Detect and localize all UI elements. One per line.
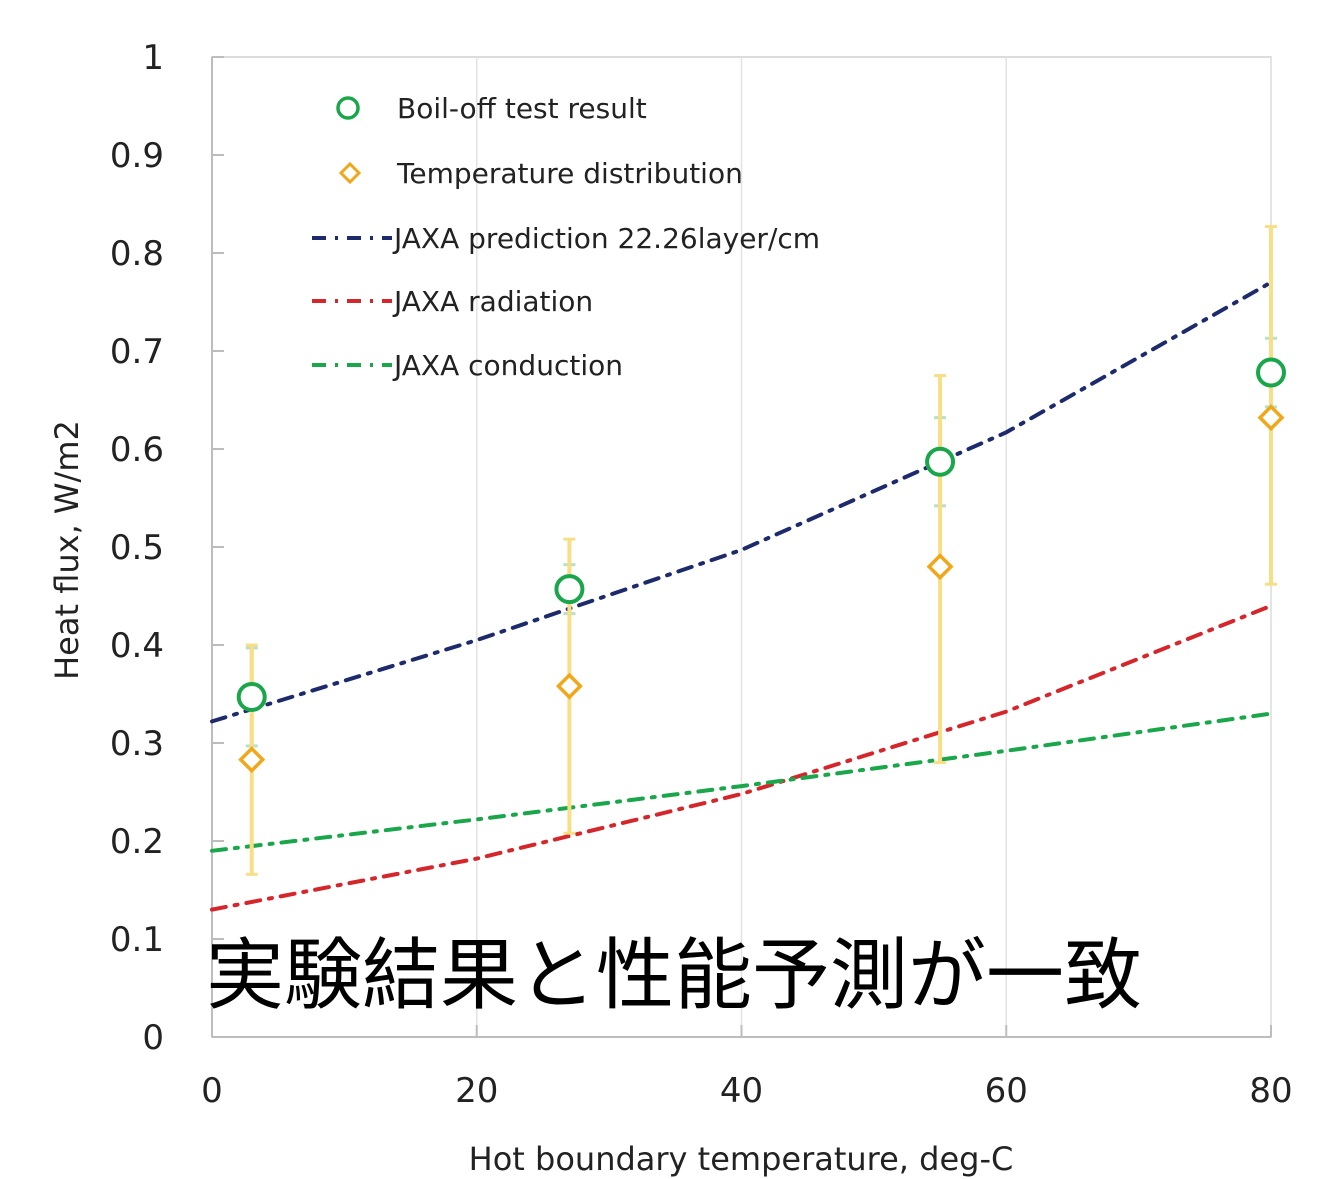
annotation-text: 実験結果と性能予測が一致	[206, 931, 1142, 1021]
y-tick-label: 0.4	[110, 626, 164, 666]
legend-label: JAXA conduction	[392, 349, 623, 382]
series-line	[210, 280, 1273, 724]
series-markers	[236, 357, 1286, 774]
y-tick-label: 0.6	[110, 430, 164, 470]
x-axis-title: Hot boundary temperature, deg-C	[469, 1140, 1014, 1178]
legend: Boil-off test result Temperature distribu…	[312, 92, 820, 382]
y-tick-label: 0.1	[110, 920, 164, 960]
legend-marker	[336, 96, 360, 120]
legend-label: Boil-off test result	[397, 92, 647, 125]
y-tick-label: 0.3	[110, 724, 164, 764]
legend-label: JAXA prediction 22.26layer/cm	[392, 222, 820, 255]
y-tick-label: 0.8	[110, 234, 164, 274]
x-tick-label: 20	[455, 1071, 498, 1111]
legend-marker	[338, 161, 362, 185]
axes: 0 0.1 0.2 0.3 0.4 0.5 0.6 0.7 0.8 0.9 1 0 20 40 60 80	[110, 38, 1293, 1111]
x-tick-label: 80	[1249, 1071, 1292, 1111]
data-point	[926, 553, 954, 581]
data-point	[1256, 357, 1286, 388]
y-tick-label: 0.9	[110, 136, 164, 176]
series-lines	[210, 280, 1273, 912]
y-tick-label: 1	[142, 38, 164, 78]
series-line	[210, 711, 1273, 853]
y-axis-title: Heat flux, W/m2	[48, 420, 86, 680]
data-point	[555, 672, 583, 700]
x-tick-label: 0	[201, 1071, 223, 1111]
data-point	[925, 446, 956, 477]
legend-label: Temperature distribution	[396, 157, 743, 190]
series-line	[210, 603, 1273, 912]
y-tick-label: 0	[142, 1018, 164, 1058]
y-tick-label: 0.5	[110, 528, 164, 568]
data-point	[554, 574, 585, 605]
data-point	[238, 746, 266, 774]
x-tick-label: 60	[985, 1071, 1028, 1111]
legend-label: JAXA radiation	[392, 285, 593, 318]
y-tick-label: 0.2	[110, 822, 164, 862]
y-tick-label: 0.7	[110, 332, 164, 372]
data-point	[1257, 404, 1285, 432]
data-point	[236, 681, 267, 712]
x-tick-label: 40	[720, 1071, 763, 1111]
